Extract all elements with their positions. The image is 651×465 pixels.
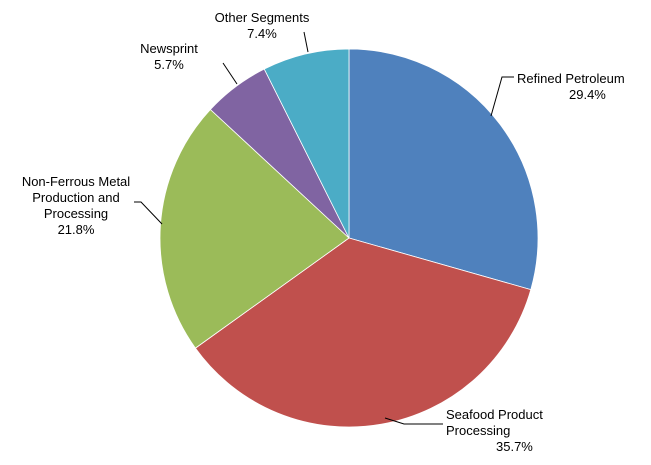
slice-value-label: 5.7% xyxy=(154,57,184,72)
pie-slice-refined-petroleum xyxy=(348,48,539,291)
slice-value-label: 7.4% xyxy=(247,26,277,41)
slice-labels: Refined Petroleum 29.4%Seafood Product Pro… xyxy=(22,10,625,454)
leader-line-seafood-product-processing xyxy=(384,417,443,425)
pie-slice-seafood-product-processing xyxy=(194,237,532,428)
slice-name-line: Refined Petroleum xyxy=(517,71,625,86)
slice-label-seafood-product-processing: Seafood Product Processing 35.7% xyxy=(446,407,543,454)
slice-label-non-ferrous-metal: Non-Ferrous Metal Production and Processin… xyxy=(22,174,130,237)
slice-label-newsprint: Newsprint 5.7% xyxy=(140,41,198,72)
slice-label-refined-petroleum: Refined Petroleum 29.4% xyxy=(517,71,625,102)
leader-lines xyxy=(134,31,514,425)
slice-label-other-segments: Other Segments 7.4% xyxy=(215,10,310,41)
leader-line-other-segments xyxy=(303,31,309,53)
slice-name-line: Non-Ferrous Metal xyxy=(22,174,130,189)
leader-line-non-ferrous-metal xyxy=(134,201,163,225)
slice-name-line: Production and xyxy=(32,190,119,205)
slice-name-line: Seafood Product xyxy=(446,407,543,422)
slice-value-label: 29.4% xyxy=(569,87,606,102)
pie-slice-other-segments xyxy=(263,48,350,239)
leader-line-newsprint xyxy=(222,62,238,85)
slice-name-line: Newsprint xyxy=(140,41,198,56)
slice-value-label: 35.7% xyxy=(496,439,533,454)
pie-slices xyxy=(159,48,539,428)
slice-name-line: Other Segments xyxy=(215,10,310,25)
slice-name-line: Processing xyxy=(446,423,510,438)
slice-value-label: 21.8% xyxy=(58,222,95,237)
slice-name-line: Processing xyxy=(44,206,108,221)
leader-line-refined-petroleum xyxy=(490,76,514,117)
pie-slice-non-ferrous-metal xyxy=(159,108,350,349)
